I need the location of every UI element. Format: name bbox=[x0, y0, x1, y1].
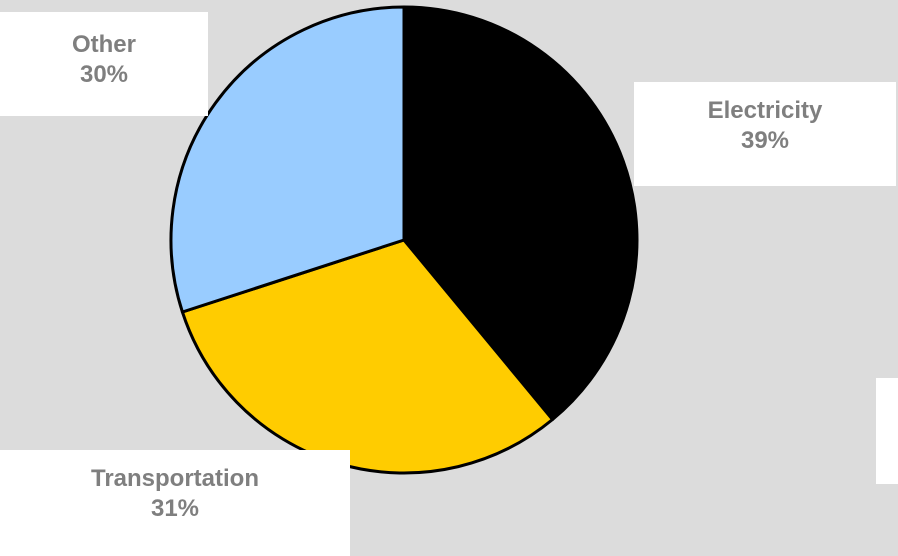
slice-label-electricity-name: Electricity bbox=[707, 97, 823, 124]
slice-label-transportation: Transportation 31% bbox=[0, 450, 350, 556]
pie-slices bbox=[169, 5, 639, 475]
slice-label-electricity: Electricity 39% bbox=[634, 82, 896, 186]
slice-label-other: Other 30% bbox=[0, 12, 208, 116]
pie-slice-electricity bbox=[402, 5, 639, 422]
slice-label-electricity-pct: 39% bbox=[740, 127, 790, 154]
slice-label-transportation-name: Transportation bbox=[90, 465, 259, 492]
slice-label-other-name: Other bbox=[71, 31, 136, 58]
clipped-label-box bbox=[876, 378, 898, 484]
pie-slice-other bbox=[169, 5, 406, 314]
slice-label-other-pct: 30% bbox=[79, 61, 129, 88]
slice-label-transportation-pct: 31% bbox=[150, 495, 200, 522]
